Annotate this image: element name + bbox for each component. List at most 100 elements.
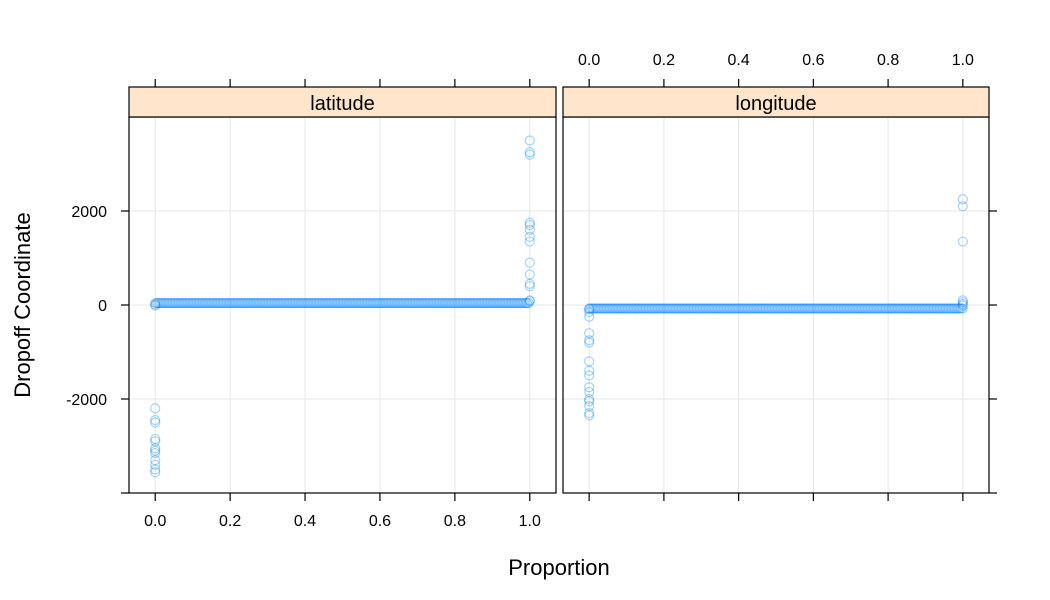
data-point bbox=[183, 297, 194, 309]
data-point bbox=[774, 303, 785, 314]
data-point bbox=[304, 297, 315, 309]
data-point bbox=[511, 297, 522, 309]
data-point bbox=[439, 297, 450, 309]
data-point bbox=[364, 297, 375, 309]
data-point bbox=[166, 297, 177, 309]
data-point bbox=[264, 297, 275, 309]
data-point bbox=[735, 303, 746, 314]
data-point bbox=[954, 303, 965, 314]
data-point bbox=[930, 303, 941, 314]
data-point bbox=[641, 303, 652, 314]
data-point bbox=[668, 303, 679, 314]
data-point bbox=[292, 297, 303, 309]
data-point bbox=[678, 303, 689, 314]
data-point bbox=[651, 303, 662, 314]
data-point bbox=[746, 303, 757, 314]
data-point bbox=[606, 303, 617, 314]
data-point bbox=[912, 303, 923, 314]
data-point bbox=[728, 303, 739, 314]
data-point bbox=[899, 303, 910, 314]
data-point bbox=[689, 303, 700, 314]
data-point bbox=[321, 297, 332, 309]
data-point bbox=[957, 201, 968, 212]
data-point bbox=[617, 303, 628, 314]
data-point bbox=[765, 303, 776, 314]
data-point bbox=[584, 311, 595, 322]
data-point bbox=[361, 297, 372, 309]
data-point bbox=[872, 303, 883, 314]
data-point bbox=[843, 303, 854, 314]
data-point bbox=[496, 297, 507, 309]
data-point bbox=[213, 297, 224, 309]
data-point bbox=[953, 303, 964, 314]
data-point bbox=[704, 303, 715, 314]
data-point bbox=[240, 297, 251, 309]
data-point bbox=[510, 297, 521, 309]
data-point bbox=[867, 303, 878, 314]
data-point bbox=[208, 297, 219, 309]
x-tick-label: 0.4 bbox=[294, 513, 316, 530]
strip-label-latitude: latitude bbox=[310, 93, 375, 115]
data-point bbox=[690, 303, 701, 314]
panel-latitude: latitude bbox=[128, 86, 557, 494]
data-point bbox=[731, 303, 742, 314]
data-point bbox=[909, 303, 920, 314]
data-point bbox=[945, 303, 956, 314]
data-point bbox=[265, 297, 276, 309]
data-point bbox=[524, 220, 535, 231]
data-point bbox=[894, 303, 905, 314]
data-point bbox=[421, 297, 432, 309]
data-point bbox=[908, 303, 919, 314]
data-point bbox=[195, 297, 206, 309]
data-point bbox=[666, 303, 677, 314]
data-point bbox=[587, 303, 598, 314]
data-point bbox=[472, 297, 483, 309]
data-point bbox=[693, 303, 704, 314]
data-point bbox=[638, 303, 649, 314]
data-point bbox=[741, 303, 752, 314]
data-point bbox=[680, 303, 691, 314]
data-point bbox=[312, 297, 323, 309]
data-point bbox=[636, 303, 647, 314]
data-point bbox=[632, 303, 643, 314]
data-point bbox=[798, 303, 809, 314]
data-point bbox=[594, 303, 605, 314]
data-point bbox=[370, 297, 381, 309]
data-point bbox=[483, 297, 494, 309]
data-point bbox=[635, 303, 646, 314]
data-point bbox=[584, 382, 595, 393]
data-point bbox=[216, 297, 227, 309]
data-point bbox=[957, 297, 968, 308]
data-point bbox=[830, 303, 841, 314]
data-point bbox=[957, 298, 968, 310]
data-point bbox=[225, 297, 236, 309]
data-point bbox=[840, 303, 851, 314]
data-point bbox=[816, 303, 827, 314]
data-point bbox=[942, 303, 953, 314]
data-point bbox=[196, 297, 207, 309]
data-point bbox=[397, 297, 408, 309]
data-point bbox=[753, 303, 764, 314]
x-tick-label: 0.8 bbox=[877, 52, 899, 69]
data-point bbox=[207, 297, 218, 309]
data-point bbox=[274, 297, 285, 309]
data-point bbox=[588, 303, 599, 314]
data-point bbox=[279, 297, 290, 309]
data-point bbox=[779, 303, 790, 314]
data-point bbox=[249, 297, 260, 309]
x-tick-label: 0.6 bbox=[802, 52, 824, 69]
data-point bbox=[933, 303, 944, 314]
data-point bbox=[524, 296, 535, 307]
data-point bbox=[936, 303, 947, 314]
data-point bbox=[150, 464, 161, 475]
data-point bbox=[436, 297, 447, 309]
data-point bbox=[785, 303, 796, 314]
data-point bbox=[890, 303, 901, 314]
data-point bbox=[773, 303, 784, 314]
data-point bbox=[181, 297, 192, 309]
data-point bbox=[268, 297, 279, 309]
data-point bbox=[849, 303, 860, 314]
data-point bbox=[457, 297, 468, 309]
data-point bbox=[669, 303, 680, 314]
